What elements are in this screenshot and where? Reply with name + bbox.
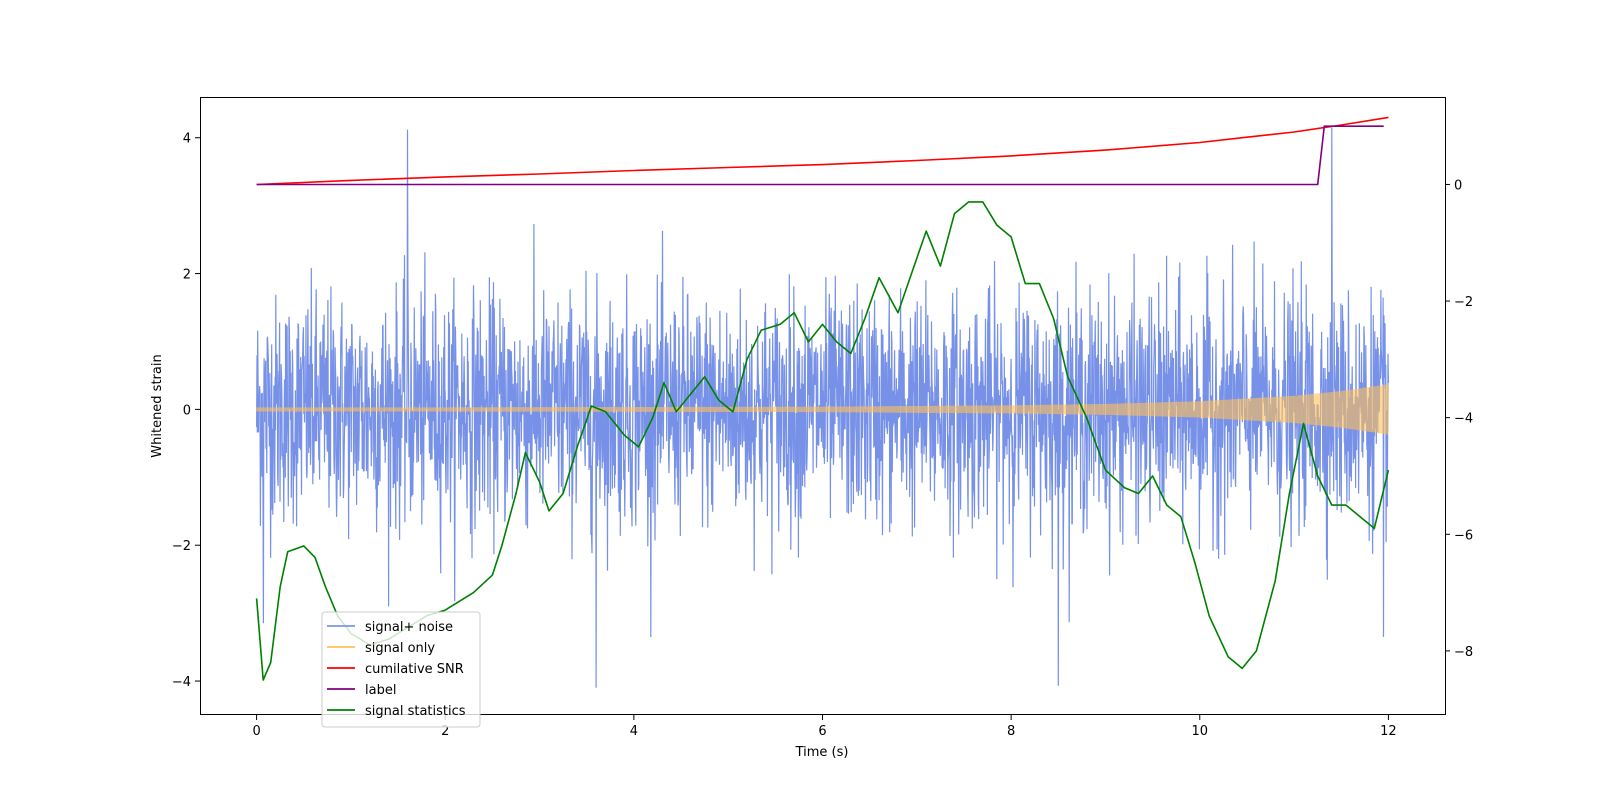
y-tick-label: 2 [183, 268, 191, 283]
series-line-label [256, 125, 1384, 186]
series-line-cumilative-snr [256, 116, 1389, 186]
y-tick-label: 4 [183, 132, 191, 147]
y2-tick-label: −2 [1454, 295, 1473, 310]
y-tick-label: 0 [183, 403, 191, 418]
x-tick-label: 4 [630, 724, 638, 739]
x-tick-label: 0 [252, 724, 260, 739]
series-line-signal-only [256, 384, 1389, 435]
legend: signal+ noise signal only cumilative SNR la… [321, 611, 481, 728]
legend-label: label [365, 683, 396, 698]
y2-tick-label: 0 [1454, 178, 1462, 193]
legend-box [321, 611, 481, 728]
legend-label: signal only [365, 641, 435, 656]
x-tick-label: 8 [1007, 724, 1015, 739]
series-layer [255, 116, 1390, 688]
y-tick-label: −2 [172, 539, 191, 554]
x-tick-label: 10 [1191, 724, 1208, 739]
y-axis-left: −4 −2 0 2 4 [172, 132, 200, 690]
y2-tick-label: −8 [1454, 645, 1473, 660]
y2-tick-label: −6 [1454, 528, 1473, 543]
legend-label: cumilative SNR [365, 662, 464, 677]
y-axis-label: Whitened strain [150, 354, 165, 457]
x-tick-label: 12 [1380, 724, 1397, 739]
y-tick-label: −4 [172, 675, 191, 690]
x-tick-label: 6 [818, 724, 826, 739]
legend-label: signal+ noise [365, 620, 453, 635]
legend-label: signal statistics [365, 704, 466, 719]
x-tick-label: 2 [441, 724, 449, 739]
y2-tick-label: −4 [1454, 412, 1473, 427]
y-axis-right: −8 −6 −4 −2 0 [1445, 178, 1473, 660]
plot-frame [200, 97, 1446, 715]
x-axis-label: Time (s) [795, 745, 849, 760]
